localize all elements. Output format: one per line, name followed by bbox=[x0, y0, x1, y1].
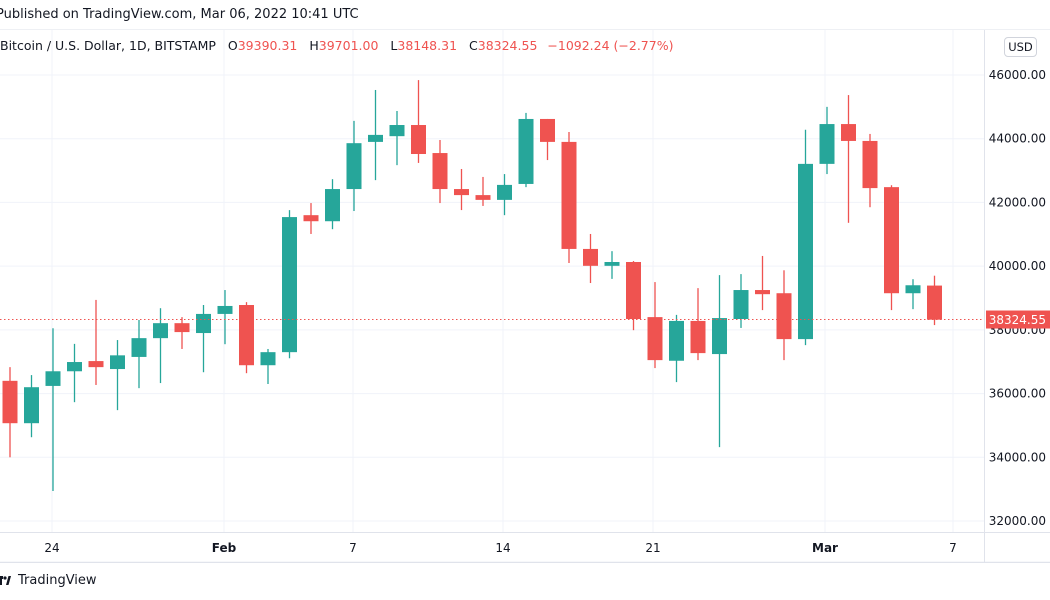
price-tick-label: 42000.00 bbox=[989, 195, 1046, 209]
published-text: Published on TradingView.com, Mar 06, 20… bbox=[0, 7, 359, 22]
candle[interactable] bbox=[174, 317, 190, 349]
candle[interactable] bbox=[862, 133, 878, 208]
candle[interactable] bbox=[561, 132, 577, 263]
candle[interactable] bbox=[282, 210, 297, 359]
footer-brand[interactable]: TradingView bbox=[0, 568, 97, 594]
high-value: 39701.00 bbox=[318, 38, 379, 53]
candle[interactable] bbox=[346, 120, 362, 212]
symbol-legend: Bitcoin / U.S. Dollar, 1D, BITSTAMP O393… bbox=[0, 36, 673, 56]
last-price-tag bbox=[986, 310, 1050, 329]
candle[interactable] bbox=[153, 308, 168, 384]
candle[interactable] bbox=[67, 343, 82, 403]
open-label: O bbox=[227, 38, 238, 53]
candle[interactable] bbox=[518, 112, 534, 188]
time-tick-label: 7 bbox=[949, 541, 957, 555]
candle[interactable] bbox=[325, 179, 340, 230]
price-tick-label: 40000.00 bbox=[989, 259, 1046, 273]
candle[interactable] bbox=[389, 110, 405, 166]
price-tick-label: 32000.00 bbox=[989, 514, 1046, 528]
candle[interactable] bbox=[131, 319, 147, 389]
candle[interactable] bbox=[669, 314, 684, 383]
candle[interactable] bbox=[733, 274, 749, 328]
time-tick-label: 24 bbox=[44, 541, 59, 555]
candle[interactable] bbox=[110, 340, 125, 411]
candle[interactable] bbox=[217, 290, 233, 345]
candle[interactable] bbox=[88, 299, 104, 385]
close-value: 38324.55 bbox=[477, 38, 538, 53]
candle[interactable] bbox=[905, 279, 921, 310]
price-tick-label: 36000.00 bbox=[989, 387, 1046, 401]
tradingview-logo-icon bbox=[0, 576, 11, 585]
candlestick-chart[interactable]: 46000.0044000.0042000.0040000.0038000.00… bbox=[0, 30, 1050, 563]
close-label: C bbox=[469, 38, 478, 53]
candle[interactable] bbox=[755, 255, 770, 311]
candle[interactable] bbox=[927, 275, 942, 326]
time-tick-label: Feb bbox=[212, 541, 237, 555]
price-tick-label: 44000.00 bbox=[989, 132, 1046, 146]
candle[interactable] bbox=[604, 251, 620, 279]
candle[interactable] bbox=[303, 203, 319, 234]
published-banner: Published on TradingView.com, Mar 06, 20… bbox=[0, 0, 1050, 30]
candle[interactable] bbox=[712, 275, 727, 448]
price-tick-label: 46000.00 bbox=[989, 68, 1046, 82]
change-value: −1092.24 (−2.77%) bbox=[547, 38, 674, 53]
footer-brand-text: TradingView bbox=[18, 573, 97, 588]
candle[interactable] bbox=[798, 129, 813, 346]
candle[interactable] bbox=[368, 89, 383, 181]
candle[interactable] bbox=[432, 139, 448, 204]
candle[interactable] bbox=[454, 168, 469, 211]
time-tick-label: 7 bbox=[349, 541, 357, 555]
candle[interactable] bbox=[626, 261, 641, 331]
low-value: 38148.31 bbox=[397, 38, 458, 53]
candle[interactable] bbox=[647, 282, 663, 369]
candle[interactable] bbox=[583, 233, 598, 284]
candle[interactable] bbox=[776, 270, 792, 361]
candle[interactable] bbox=[411, 80, 426, 163]
time-tick-label: Mar bbox=[812, 541, 838, 555]
candle[interactable] bbox=[841, 95, 856, 223]
candle[interactable] bbox=[819, 106, 835, 175]
candle[interactable] bbox=[2, 367, 18, 458]
candle[interactable] bbox=[475, 176, 491, 206]
time-tick-label: 21 bbox=[645, 541, 660, 555]
candle[interactable] bbox=[260, 348, 276, 385]
candle[interactable] bbox=[884, 185, 899, 311]
price-tick-label: 34000.00 bbox=[989, 450, 1046, 464]
open-value: 39390.31 bbox=[237, 38, 298, 53]
candle[interactable] bbox=[497, 174, 512, 216]
candle[interactable] bbox=[45, 328, 61, 492]
candle[interactable] bbox=[540, 118, 555, 161]
candle[interactable] bbox=[24, 375, 39, 438]
last-price-tag-text: 38324.55 bbox=[989, 313, 1046, 327]
candle[interactable] bbox=[196, 305, 211, 373]
candle[interactable] bbox=[239, 302, 254, 374]
high-label: H bbox=[309, 38, 319, 53]
chart-area[interactable]: 46000.00 44000.00 42000.00 40000.00 38000.00… bbox=[0, 30, 1050, 563]
symbol-name: Bitcoin / U.S. Dollar, 1D, BITSTAMP bbox=[0, 38, 216, 53]
candle[interactable] bbox=[690, 288, 706, 361]
low-label: L bbox=[390, 38, 398, 53]
currency-button[interactable]: USD bbox=[1004, 37, 1037, 57]
time-tick-label: 14 bbox=[495, 541, 510, 555]
